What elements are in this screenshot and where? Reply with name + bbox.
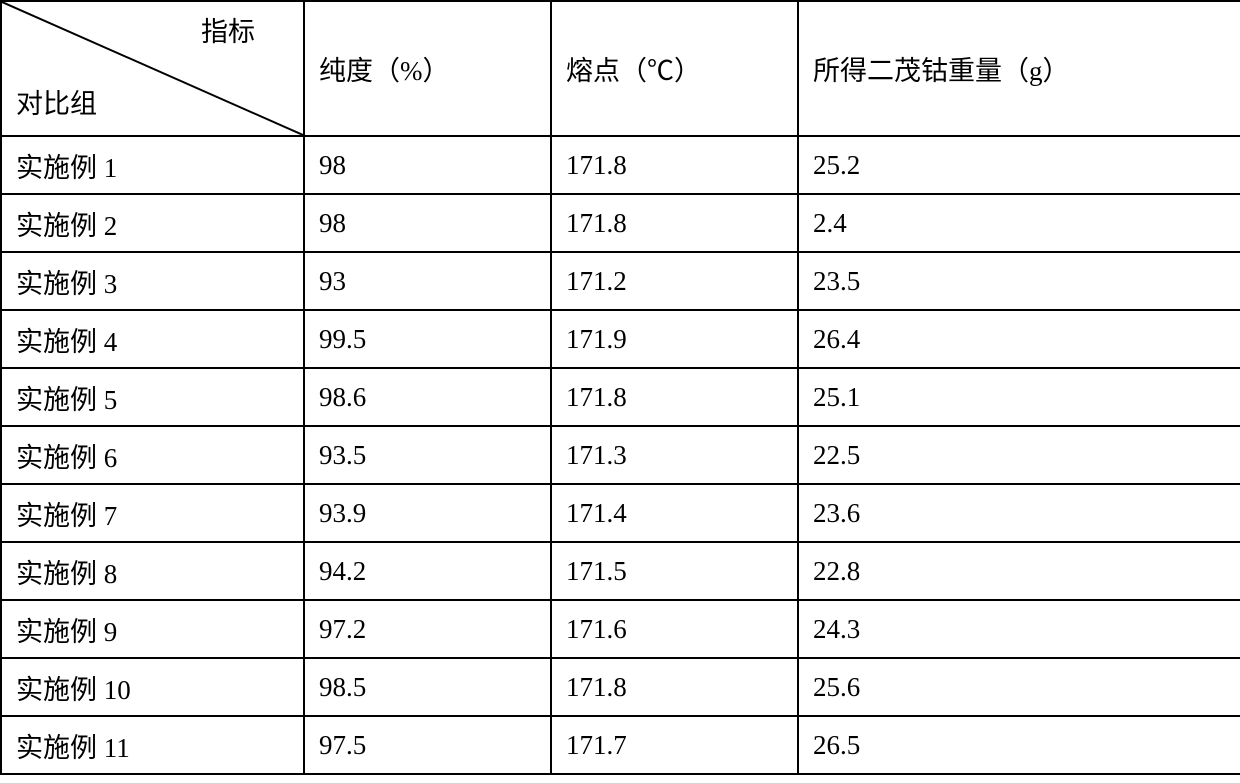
cell-purity: 97.2: [304, 600, 551, 658]
cell-mp: 171.4: [551, 484, 798, 542]
cell-purity: 94.2: [304, 542, 551, 600]
cell-purity: 98.6: [304, 368, 551, 426]
table-row: 实施例 1197.5171.726.5: [1, 716, 1240, 774]
cell-purity: 93.9: [304, 484, 551, 542]
table-row: 实施例 298171.82.4: [1, 194, 1240, 252]
cell-mp: 171.8: [551, 194, 798, 252]
cell-weight: 22.8: [798, 542, 1240, 600]
header-row: 指标 对比组 纯度（%） 熔点（℃） 所得二茂钴重量（g）: [1, 1, 1240, 136]
row-label: 实施例 2: [1, 194, 304, 252]
row-label: 实施例 4: [1, 310, 304, 368]
table-row: 实施例 793.9171.423.6: [1, 484, 1240, 542]
cell-mp: 171.3: [551, 426, 798, 484]
table-container: 指标 对比组 纯度（%） 熔点（℃） 所得二茂钴重量（g） 实施例 198171…: [0, 0, 1240, 783]
header-bottom-label: 对比组: [16, 82, 97, 121]
table-row: 实施例 997.2171.624.3: [1, 600, 1240, 658]
cell-weight: 25.6: [798, 658, 1240, 716]
row-label: 实施例 11: [1, 716, 304, 774]
cell-weight: 23.5: [798, 252, 1240, 310]
cell-weight: 23.6: [798, 484, 1240, 542]
table-body: 实施例 198171.825.2实施例 298171.82.4实施例 39317…: [1, 136, 1240, 774]
row-label: 实施例 3: [1, 252, 304, 310]
cell-mp: 171.8: [551, 658, 798, 716]
cell-mp: 171.2: [551, 252, 798, 310]
col-header-purity: 纯度（%）: [304, 1, 551, 136]
cell-purity: 97.5: [304, 716, 551, 774]
cell-purity: 98: [304, 194, 551, 252]
row-label: 实施例 8: [1, 542, 304, 600]
row-label: 实施例 1: [1, 136, 304, 194]
col-header-weight: 所得二茂钴重量（g）: [798, 1, 1240, 136]
cell-weight: 25.2: [798, 136, 1240, 194]
row-label: 实施例 9: [1, 600, 304, 658]
cell-mp: 171.5: [551, 542, 798, 600]
cell-weight: 2.4: [798, 194, 1240, 252]
header-diagonal-cell: 指标 对比组: [1, 1, 304, 136]
cell-weight: 25.1: [798, 368, 1240, 426]
cell-mp: 171.6: [551, 600, 798, 658]
table-row: 实施例 894.2171.522.8: [1, 542, 1240, 600]
col-header-mp: 熔点（℃）: [551, 1, 798, 136]
row-label: 实施例 10: [1, 658, 304, 716]
table-row: 实施例 598.6171.825.1: [1, 368, 1240, 426]
cell-purity: 98.5: [304, 658, 551, 716]
cell-weight: 26.5: [798, 716, 1240, 774]
row-label: 实施例 6: [1, 426, 304, 484]
header-top-label: 指标: [201, 10, 255, 49]
cell-mp: 171.9: [551, 310, 798, 368]
data-table: 指标 对比组 纯度（%） 熔点（℃） 所得二茂钴重量（g） 实施例 198171…: [0, 0, 1240, 775]
cell-mp: 171.8: [551, 136, 798, 194]
cell-purity: 93.5: [304, 426, 551, 484]
cell-mp: 171.7: [551, 716, 798, 774]
cell-purity: 98: [304, 136, 551, 194]
cell-mp: 171.8: [551, 368, 798, 426]
table-row: 实施例 1098.5171.825.6: [1, 658, 1240, 716]
cell-weight: 22.5: [798, 426, 1240, 484]
cell-weight: 24.3: [798, 600, 1240, 658]
cell-purity: 99.5: [304, 310, 551, 368]
cell-purity: 93: [304, 252, 551, 310]
table-row: 实施例 198171.825.2: [1, 136, 1240, 194]
row-label: 实施例 7: [1, 484, 304, 542]
table-row: 实施例 393171.223.5: [1, 252, 1240, 310]
table-row: 实施例 499.5171.926.4: [1, 310, 1240, 368]
cell-weight: 26.4: [798, 310, 1240, 368]
row-label: 实施例 5: [1, 368, 304, 426]
table-row: 实施例 693.5171.322.5: [1, 426, 1240, 484]
